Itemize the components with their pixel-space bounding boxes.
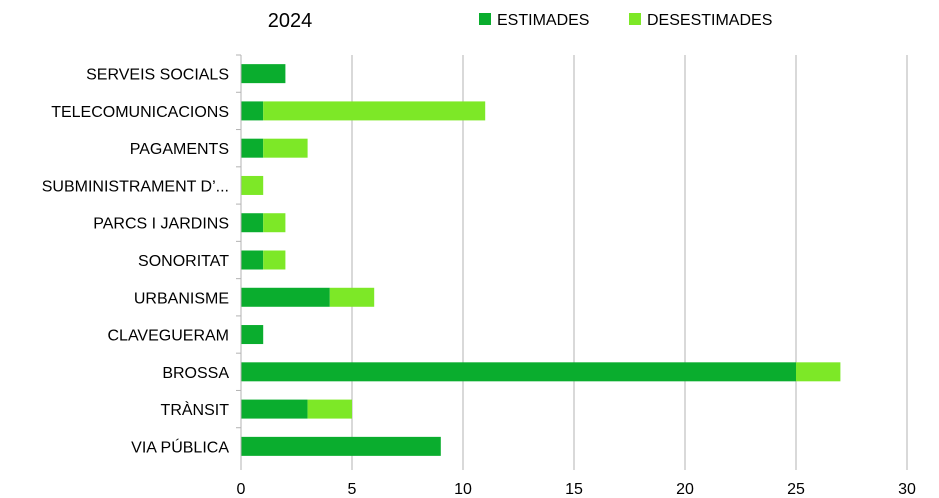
category-label: TELECOMUNICACIONS — [51, 104, 229, 121]
bar-estimades — [241, 213, 264, 233]
x-tick-label: 20 — [676, 481, 694, 498]
category-label: PAGAMENTS — [130, 141, 229, 158]
bar-estimades — [241, 101, 264, 121]
category-label: SERVEIS SOCIALS — [86, 67, 229, 84]
category-labels: SERVEIS SOCIALS TELECOMUNICACIONS PAGAMENT… — [42, 54, 241, 456]
x-tick-label: 30 — [898, 481, 916, 498]
bar-estimades — [241, 436, 441, 456]
category-label: SUBMINISTRAMENT D’... — [42, 178, 229, 195]
bar-desestimades — [329, 287, 375, 307]
legend-label-estimades: ESTIMADES — [497, 12, 589, 29]
x-tick-labels: 0 5 10 15 20 25 30 — [237, 481, 916, 498]
x-tick-label: 15 — [565, 481, 583, 498]
category-label: TRÀNSIT — [161, 400, 230, 419]
bar-desestimades — [263, 101, 486, 121]
bar-estimades — [241, 399, 308, 419]
legend-swatch-desestimades — [629, 13, 641, 25]
legend-swatch-estimades — [479, 13, 491, 25]
category-label: URBANISME — [134, 290, 229, 307]
category-label: PARCS I JARDINS — [93, 216, 229, 233]
bars — [241, 64, 841, 456]
legend: ESTIMADES DESESTIMADES — [479, 12, 772, 29]
bar-desestimades — [307, 399, 352, 419]
legend-label-desestimades: DESESTIMADES — [647, 12, 772, 29]
category-label: CLAVEGUERAM — [107, 328, 229, 345]
bar-estimades — [241, 250, 264, 270]
bar-estimades — [241, 325, 264, 345]
x-tick-label: 10 — [454, 481, 472, 498]
category-label: SONORITAT — [138, 253, 229, 270]
chart-title: 2024 — [268, 10, 313, 32]
bar-desestimades — [796, 362, 841, 382]
bar-estimades — [241, 287, 330, 307]
category-label: VIA PÚBLICA — [131, 437, 229, 456]
category-label: BROSSA — [162, 365, 229, 382]
bar-estimades — [241, 138, 264, 158]
x-tick-label: 0 — [237, 481, 246, 498]
x-tick-label: 25 — [787, 481, 805, 498]
bar-desestimades — [263, 250, 286, 270]
bar-desestimades — [263, 138, 308, 158]
bar-desestimades — [241, 175, 264, 195]
grid-lines — [240, 55, 908, 470]
bar-estimades — [241, 362, 796, 382]
bar-estimades — [241, 64, 286, 84]
bar-desestimades — [263, 213, 286, 233]
x-tick-label: 5 — [348, 481, 357, 498]
